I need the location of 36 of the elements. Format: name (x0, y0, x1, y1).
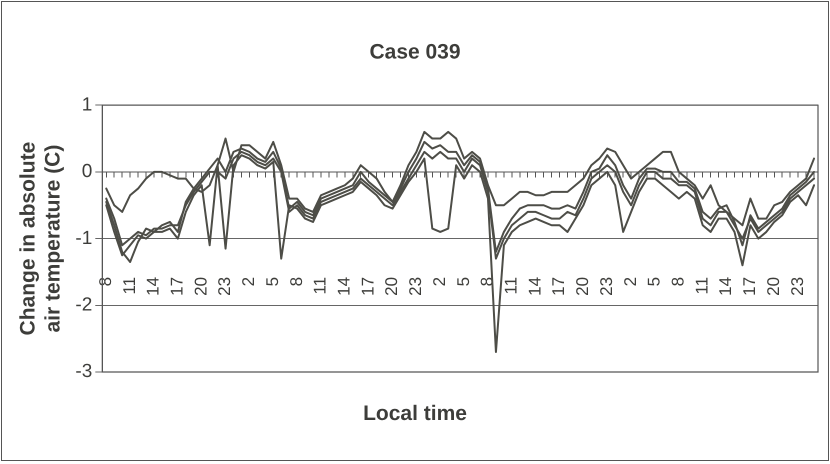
chart-title: Case 039 (369, 40, 461, 64)
x-tick-label: 8 (286, 276, 306, 286)
x-tick-label: 11 (502, 276, 521, 295)
y-axis-title: Change in absolute air temperature (C) (16, 142, 65, 336)
x-tick-label: 14 (525, 276, 544, 296)
x-tick-label: 14 (334, 276, 354, 296)
x-tick-label: 17 (358, 276, 378, 296)
y-tick-label: -2 (75, 294, 92, 316)
x-tick-label: 20 (764, 276, 783, 296)
x-tick-label: 20 (382, 276, 402, 296)
x-tick-label: 2 (430, 276, 449, 286)
x-tick-label: 11 (692, 276, 712, 295)
x-tick-label: 2 (620, 276, 640, 286)
x-tick-label: 23 (788, 276, 807, 296)
x-tick-label: 11 (120, 276, 139, 295)
x-axis-title: Local time (362, 402, 468, 426)
x-tick-label: 11 (310, 276, 330, 295)
x-tick-label: 5 (454, 276, 473, 286)
x-tick-label: 23 (215, 276, 234, 296)
x-tick-label: 5 (644, 276, 664, 286)
x-tick-label: 8 (668, 276, 688, 286)
x-tick-label: 5 (262, 276, 282, 286)
x-tick-label: 17 (549, 276, 568, 296)
x-tick-label: 17 (740, 276, 760, 296)
x-tick-label: 2 (239, 276, 258, 286)
x-tick-label: 14 (144, 276, 163, 296)
y-tick-label: -1 (75, 228, 92, 249)
x-tick-label: 23 (406, 276, 426, 296)
y-tick-label: -3 (75, 361, 92, 382)
x-tick-label: 17 (168, 276, 187, 296)
y-tick-label: 1 (82, 94, 92, 116)
y-tick-label: 0 (82, 161, 92, 182)
x-tick-label: 23 (596, 276, 616, 296)
x-tick-label: 14 (716, 276, 736, 296)
x-tick-label: 20 (573, 276, 592, 296)
x-tick-label: 20 (191, 276, 210, 296)
